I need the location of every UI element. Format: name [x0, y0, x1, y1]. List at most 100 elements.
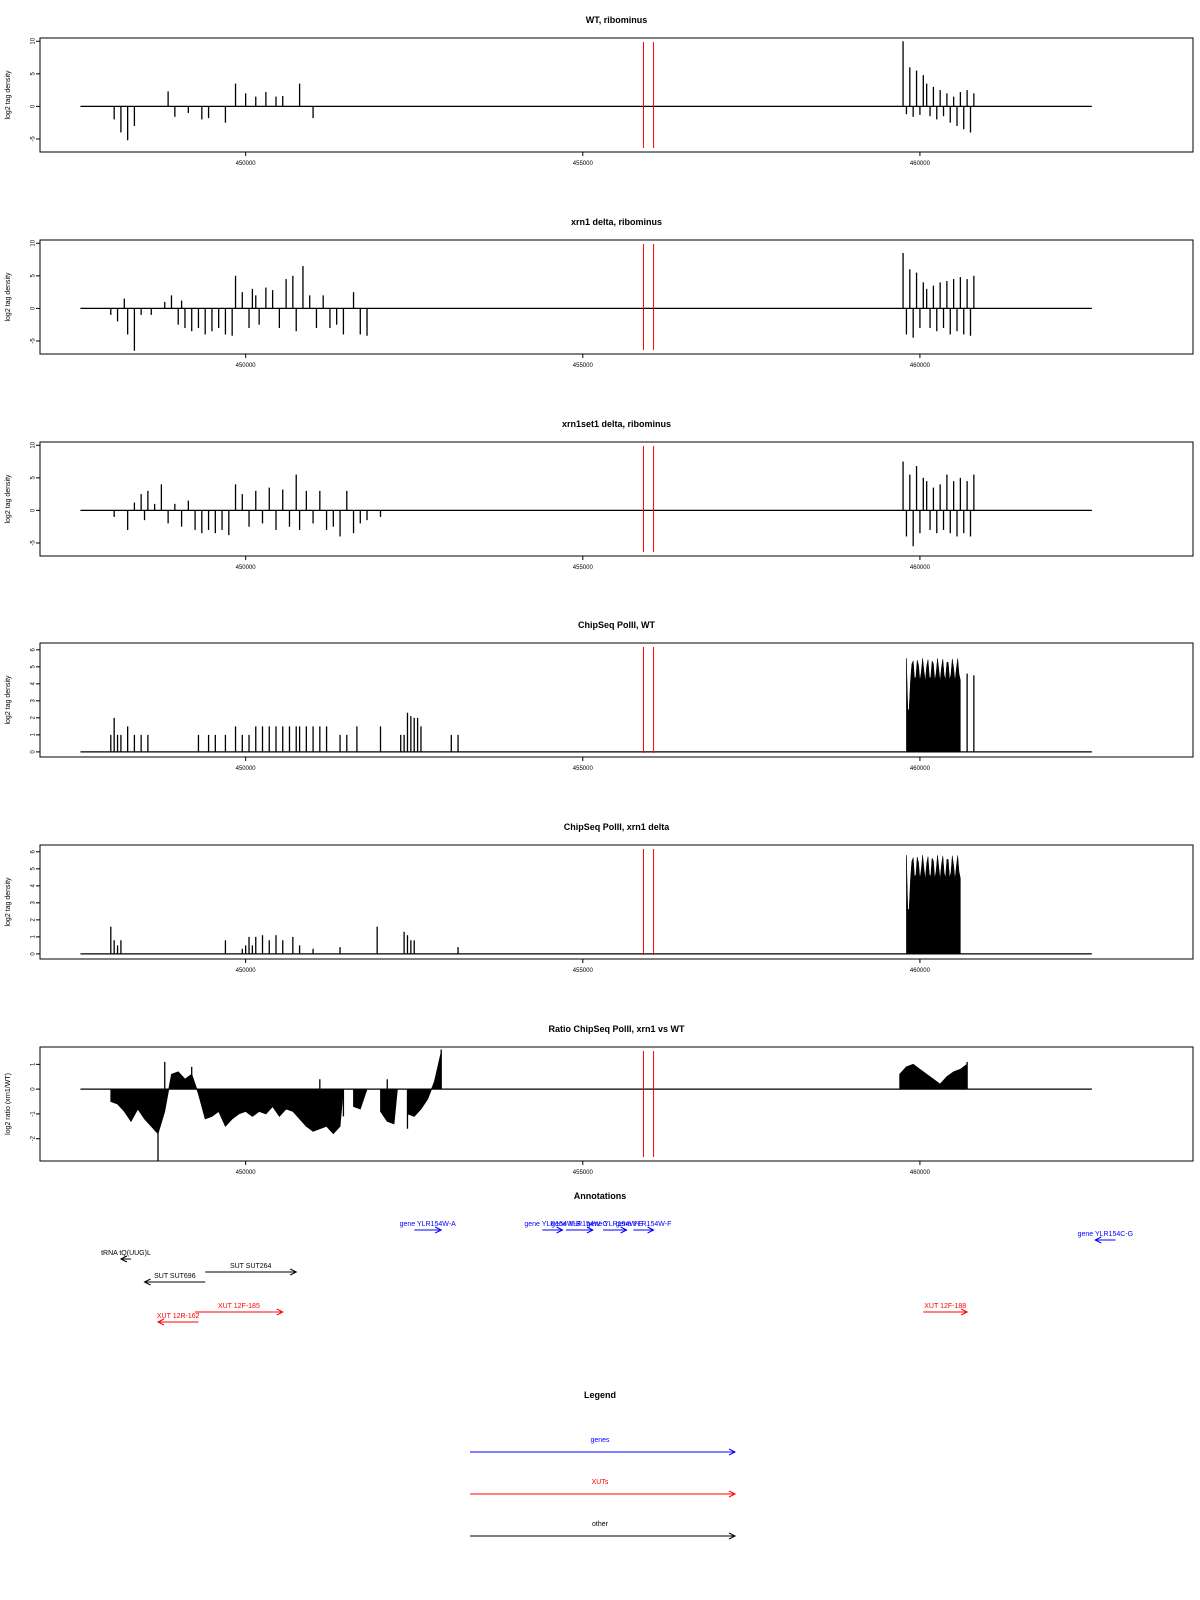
feature-label: gene YLR154W-C — [551, 1221, 608, 1228]
arrow-head-icon — [1094, 1236, 1102, 1244]
y-tick-label: 3 — [31, 699, 37, 703]
panel-title: xrn1set1 delta, ribominus — [562, 419, 671, 429]
feature-gene-ylr154w-f: gene YLR154W-F — [616, 1221, 671, 1234]
y-tick-label: 0 — [31, 508, 37, 512]
y-tick-label: 1 — [31, 1062, 37, 1066]
feature-gene-ylr154c-g: gene YLR154C-G — [1078, 1231, 1133, 1244]
arrow-head-icon — [276, 1308, 284, 1316]
arrow-head-icon — [960, 1308, 969, 1316]
y-tick-label: 2 — [31, 918, 37, 922]
feature-sut-sut264: SUT SUT264 — [205, 1263, 298, 1276]
x-tick-label: 460000 — [910, 968, 931, 974]
ratio-area — [407, 1051, 442, 1117]
y-tick-label: -5 — [31, 136, 37, 142]
ratio-area — [899, 1063, 968, 1090]
arrow-head-icon — [434, 1226, 443, 1234]
y-tick-label: 0 — [31, 750, 37, 754]
y-tick-label: 0 — [31, 1087, 37, 1091]
feature-xut-12f-185: XUT 12F-185 — [195, 1303, 284, 1316]
y-tick-label: 6 — [31, 849, 37, 853]
y-tick-label: 10 — [31, 441, 37, 448]
y-tick-label: 10 — [31, 239, 37, 246]
y-tick-label: -1 — [31, 1111, 37, 1117]
y-tick-label: 5 — [31, 664, 37, 668]
panel-title: ChipSeq PolII, xrn1 delta — [564, 822, 671, 832]
x-tick-label: 455000 — [573, 565, 594, 571]
panel-1: WT, ribominus log2 tag density -5 0 5 10 45000… — [5, 15, 1194, 167]
x-tick-label: 450000 — [236, 766, 257, 772]
arrow-head-icon — [620, 1226, 628, 1234]
arrow-head-icon — [728, 1532, 737, 1540]
panel-4: ChipSeq PolII, WT log2 tag density 0 1 2 3 4 5 6… — [5, 620, 1194, 772]
feature-label: gene YLR154W-A — [400, 1221, 456, 1228]
feature-label: SUT SUT696 — [154, 1273, 196, 1280]
feature-gene-ylr154w-a: gene YLR154W-A — [400, 1221, 456, 1234]
x-tick-label: 460000 — [910, 766, 931, 772]
y-tick-label: 5 — [31, 476, 37, 480]
y-axis-label: log2 ratio (xrn1/WT) — [5, 1073, 12, 1135]
x-tick-label: 455000 — [573, 363, 594, 369]
legend-entry-genes: genes — [470, 1437, 737, 1456]
plot-frame — [39, 239, 1194, 355]
y-tick-label: 3 — [31, 901, 37, 905]
y-tick-label: -5 — [31, 338, 37, 344]
x-tick-label: 450000 — [236, 565, 257, 571]
arrow-head-icon — [156, 1318, 165, 1326]
legend-title: Legend — [584, 1390, 616, 1400]
y-tick-label: 0 — [31, 104, 37, 108]
feature-trna-tq-uug-l: tRNA tQ(UUG)L — [101, 1250, 151, 1263]
feature-label: XUT 12F-188 — [924, 1303, 966, 1310]
panel-5: ChipSeq PolII, xrn1 delta log2 tag densit… — [5, 822, 1194, 974]
arrow-head-icon — [119, 1255, 128, 1263]
ratio-area — [353, 1088, 368, 1110]
ratio-area — [380, 1088, 398, 1125]
y-tick-label: -5 — [31, 540, 37, 546]
y-tick-label: 0 — [31, 952, 37, 956]
feature-label: gene YLR154W-B — [524, 1221, 580, 1228]
panel-title: ChipSeq PolII, WT — [578, 620, 655, 630]
feature-xut-12f-188: XUT 12F-188 — [923, 1303, 969, 1316]
y-tick-label: 6 — [31, 647, 37, 651]
y-tick-label: 0 — [31, 306, 37, 310]
plot-frame — [39, 1046, 1194, 1162]
feature-xut-12r-162: XUT 12R-162 — [156, 1313, 200, 1326]
y-tick-label: 1 — [31, 935, 37, 939]
arrow-head-icon — [556, 1226, 564, 1234]
plot-frame — [39, 844, 1194, 960]
arrow-head-icon — [728, 1448, 737, 1456]
y-tick-label: 2 — [31, 716, 37, 720]
panel-title: WT, ribominus — [586, 15, 648, 25]
x-tick-label: 450000 — [236, 363, 257, 369]
arrow-head-icon — [143, 1278, 151, 1286]
legend-label: XUTs — [592, 1479, 609, 1486]
y-tick-label: 1 — [31, 733, 37, 737]
legend-entry-other: other — [470, 1521, 737, 1540]
feature-label: tRNA tQ(UUG)L — [101, 1250, 151, 1257]
y-tick-label: 5 — [31, 866, 37, 870]
x-tick-label: 460000 — [910, 1170, 931, 1176]
feature-label: XUT 12F-185 — [218, 1303, 260, 1310]
feature-label: XUT 12R-162 — [157, 1313, 200, 1320]
legend: Legend genes XUTs other — [470, 1390, 737, 1540]
arrow-head-icon — [728, 1490, 737, 1498]
feature-label: SUT SUT264 — [230, 1263, 272, 1270]
signal-fill — [906, 658, 961, 753]
panel-3: xrn1set1 delta, ribominus log2 tag densit… — [5, 419, 1194, 571]
y-tick-label: 4 — [31, 682, 37, 686]
x-tick-label: 450000 — [236, 968, 257, 974]
plot-frame — [39, 441, 1194, 557]
annotations-title: Annotations — [574, 1191, 627, 1201]
y-axis-label: log2 tag density — [5, 675, 12, 725]
x-tick-label: 450000 — [236, 161, 257, 167]
y-tick-label: 10 — [31, 37, 37, 44]
feature-gene-ylr154w-e: gene YLR154W-E — [587, 1221, 643, 1234]
panel-2: xrn1 delta, ribominus log2 tag density -5 0… — [5, 217, 1194, 369]
x-tick-label: 450000 — [236, 1170, 257, 1176]
feature-sut-sut696: SUT SUT696 — [143, 1273, 206, 1286]
y-tick-label: -2 — [31, 1135, 37, 1141]
legend-label: genes — [590, 1437, 610, 1444]
y-axis-label: log2 tag density — [5, 272, 12, 322]
arrow-head-icon — [586, 1226, 595, 1234]
